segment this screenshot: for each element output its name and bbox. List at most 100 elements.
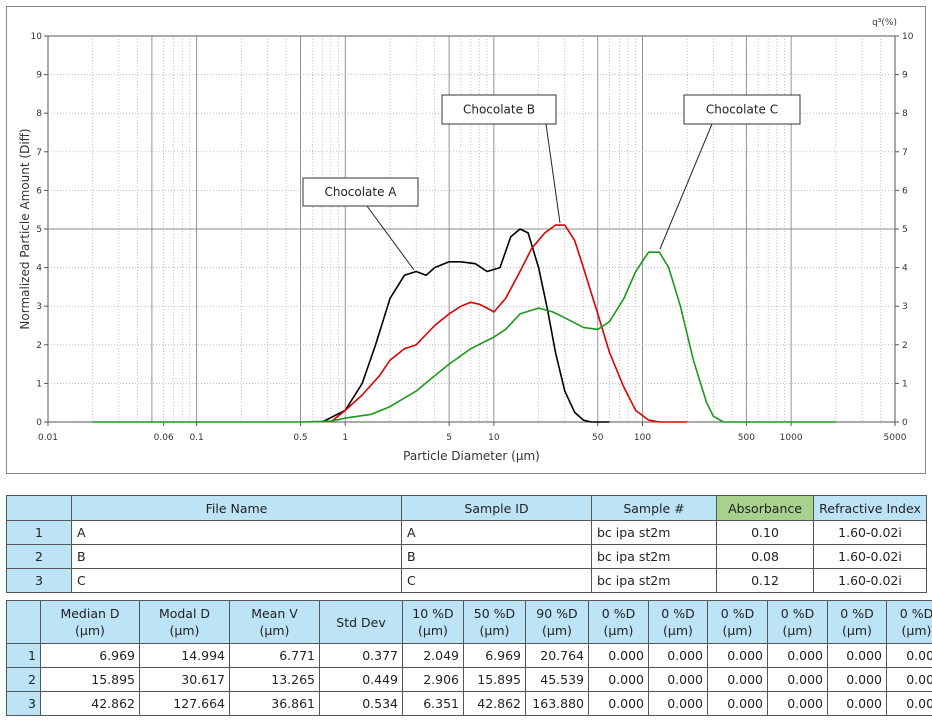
info-header-sample-id: Sample ID xyxy=(401,495,592,521)
row-index: 3 xyxy=(6,568,72,593)
x-tick-label: 5000 xyxy=(884,433,907,443)
x-tick-label: 0.01 xyxy=(38,433,58,443)
y-tick-label: 4 xyxy=(36,264,42,274)
file-name-cell: B xyxy=(71,544,402,569)
x-tick-label: 500 xyxy=(738,433,755,443)
x-tick-label: 50 xyxy=(592,433,604,443)
stats-header-unit: (µm) xyxy=(663,623,693,638)
stats-value-cell: 2.049 xyxy=(402,643,464,668)
stats-value-cell: 0.000 xyxy=(588,691,649,716)
info-header-refractive-index: Refractive Index xyxy=(813,495,927,521)
stats-header-unit: (µm) xyxy=(901,623,932,638)
stats-header-cell: 0 %D (µm) xyxy=(827,600,887,644)
x-tick-label: 1000 xyxy=(780,433,803,443)
x-tick-label: 10 xyxy=(488,433,500,443)
y-tick-label-right: 6 xyxy=(902,186,908,196)
stats-value-cell: 0.000 xyxy=(886,643,932,668)
stats-header-title: 0 %D xyxy=(720,606,755,621)
stats-header-cell: 0 %D (µm) xyxy=(886,600,932,644)
info-row: 2 B B bc ipa st2m 0.08 1.60-0.02i xyxy=(6,544,927,569)
stats-row: 1 6.969 14.994 6.771 0.377 2.049 6.969 20.764 0.… xyxy=(6,643,932,668)
y-tick-label-right: 5 xyxy=(902,225,908,235)
sample-id-cell: B xyxy=(401,544,592,569)
stats-value-cell: 0.000 xyxy=(648,691,708,716)
sample-number-cell: bc ipa st2m xyxy=(591,544,717,569)
stats-header-title: 90 %D xyxy=(536,606,578,621)
sample-id-cell: A xyxy=(401,520,592,545)
stats-header-unit: (µm) xyxy=(842,623,872,638)
stats-value-cell: 6.969 xyxy=(463,643,526,668)
refractive-index-cell: 1.60-0.02i xyxy=(813,520,927,545)
stats-header-title: Modal D xyxy=(158,606,211,621)
y-tick-label-right: 0 xyxy=(902,418,908,428)
row-index: 1 xyxy=(6,520,72,545)
stats-value-cell: 127.664 xyxy=(139,691,230,716)
stats-value-cell: 42.862 xyxy=(40,691,140,716)
y-tick-label: 0 xyxy=(36,418,42,428)
info-row: 1 A A bc ipa st2m 0.10 1.60-0.02i xyxy=(6,520,927,545)
stats-value-cell: 0.000 xyxy=(767,643,828,668)
stats-header-cell: 90 %D (µm) xyxy=(525,600,589,644)
sample-number-cell: bc ipa st2m xyxy=(591,568,717,593)
statistics-table: Median D (µm) Modal D (µm) Mean V (µm) Std Dev… xyxy=(6,600,932,716)
row-index: 1 xyxy=(6,643,41,668)
x-axis-title: Particle Diameter (µm) xyxy=(403,449,540,463)
stats-value-cell: 13.265 xyxy=(229,667,320,692)
y-tick-label: 3 xyxy=(36,302,42,312)
stats-value-cell: 0.000 xyxy=(707,667,768,692)
info-header-absorbance: Absorbance xyxy=(716,495,814,521)
stats-header-cell: 0 %D (µm) xyxy=(767,600,828,644)
stats-value-cell: 0.000 xyxy=(588,643,649,668)
stats-header-unit: (µm) xyxy=(169,623,200,638)
stats-value-cell: 0.534 xyxy=(319,691,403,716)
y-tick-label: 9 xyxy=(36,71,42,81)
stats-value-cell: 36.861 xyxy=(229,691,320,716)
file-name-cell: C xyxy=(71,568,402,593)
y-tick-label-right: 9 xyxy=(902,71,908,81)
stats-header-title: 50 %D xyxy=(473,606,516,621)
absorbance-cell: 0.12 xyxy=(716,568,814,593)
info-header-sample-number: Sample # xyxy=(591,495,717,521)
callout-box xyxy=(683,94,801,125)
series-callout-label: Chocolate B xyxy=(463,103,535,117)
y-tick-label-right: 2 xyxy=(902,341,908,351)
stats-header-cell: Mean V (µm) xyxy=(229,600,320,644)
stats-value-cell: 14.994 xyxy=(139,643,230,668)
stats-value-cell: 6.771 xyxy=(229,643,320,668)
row-index: 2 xyxy=(6,667,41,692)
y-tick-label: 10 xyxy=(31,32,43,42)
stats-value-cell: 30.617 xyxy=(139,667,230,692)
stats-value-cell: 6.351 xyxy=(402,691,464,716)
y-tick-label-right: 8 xyxy=(902,109,908,119)
stats-header-cell: 0 %D (µm) xyxy=(588,600,649,644)
refractive-index-cell: 1.60-0.02i xyxy=(813,568,927,593)
info-header-file-name: File Name xyxy=(71,495,402,521)
stats-value-cell: 0.000 xyxy=(827,643,887,668)
stats-value-cell: 20.764 xyxy=(525,643,589,668)
x-tick-label: 0.06 xyxy=(154,433,174,443)
stats-header-unit: (µm) xyxy=(542,623,572,638)
stats-header-unit: (µm) xyxy=(479,623,510,638)
stats-value-cell: 0.000 xyxy=(767,691,828,716)
stats-header-title: 10 %D xyxy=(412,606,454,621)
sample-id-cell: C xyxy=(401,568,592,593)
stats-value-cell: 0.000 xyxy=(707,643,768,668)
callout-box xyxy=(302,177,419,207)
stats-header-title: 0 %D xyxy=(780,606,815,621)
stats-header-unit: (µm) xyxy=(782,623,813,638)
sample-number-cell: bc ipa st2m xyxy=(591,520,717,545)
absorbance-cell: 0.10 xyxy=(716,520,814,545)
absorbance-cell: 0.08 xyxy=(716,544,814,569)
series-line-chocolate-c xyxy=(92,251,836,423)
info-header-row: File Name Sample ID Sample # Absorbance … xyxy=(6,495,927,521)
stats-value-cell: 0.000 xyxy=(588,667,649,692)
row-index: 3 xyxy=(6,691,41,716)
y-tick-label-right: 3 xyxy=(902,302,908,312)
sample-info-table: File Name Sample ID Sample # Absorbance … xyxy=(6,495,927,593)
y-tick-label: 7 xyxy=(36,148,42,158)
y-tick-label: 6 xyxy=(36,186,42,196)
x-tick-label: 1 xyxy=(342,433,348,443)
refractive-index-cell: 1.60-0.02i xyxy=(813,544,927,569)
stats-value-cell: 0.000 xyxy=(648,667,708,692)
y-tick-label-right: 10 xyxy=(902,32,914,42)
